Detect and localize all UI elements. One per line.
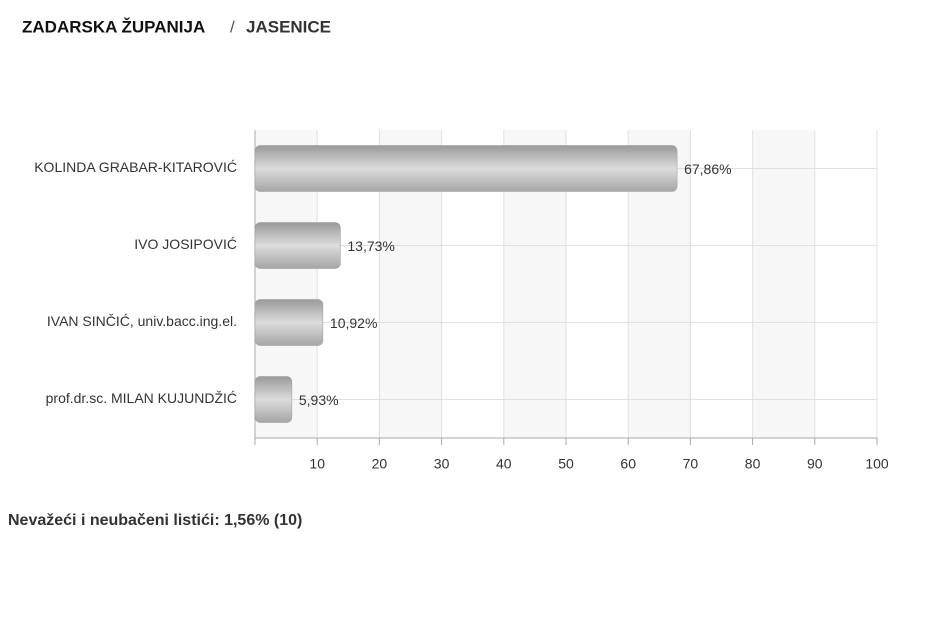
y-tick-label: prof.dr.sc. MILAN KUJUNDŽIĆ [46,390,237,406]
x-tick-label: 30 [434,456,450,472]
x-tick-label: 40 [496,456,512,472]
plot-band [752,130,815,438]
separator: / [230,17,235,36]
bar [254,376,293,423]
value-label: 5,93% [299,392,339,408]
x-tick-label: 10 [309,456,325,472]
x-tick-label: 70 [683,456,699,472]
y-tick-label: KOLINDA GRABAR-KITAROVIĆ [34,159,237,175]
y-tick-label: IVO JOSIPOVIĆ [134,236,237,252]
value-label: 67,86% [684,161,731,177]
bar [254,222,341,269]
x-tick-label: 80 [745,456,761,472]
x-tick-label: 100 [865,456,889,472]
region-title: ZADARSKA ŽUPANIJA [22,17,205,36]
x-tick-label: 60 [620,456,636,472]
x-tick-label: 50 [558,456,574,472]
value-label: 10,92% [330,315,377,331]
x-tick-label: 90 [807,456,823,472]
value-label: 13,73% [347,238,394,254]
place-title: JASENICE [246,17,331,36]
x-tick-label: 20 [372,456,388,472]
y-tick-label: IVAN SINČIĆ, univ.bacc.ing.el. [47,313,237,329]
footer-note: Nevažeći i neubačeni listići: 1,56% (10) [8,512,302,529]
bar [254,145,678,192]
bar [254,299,324,346]
